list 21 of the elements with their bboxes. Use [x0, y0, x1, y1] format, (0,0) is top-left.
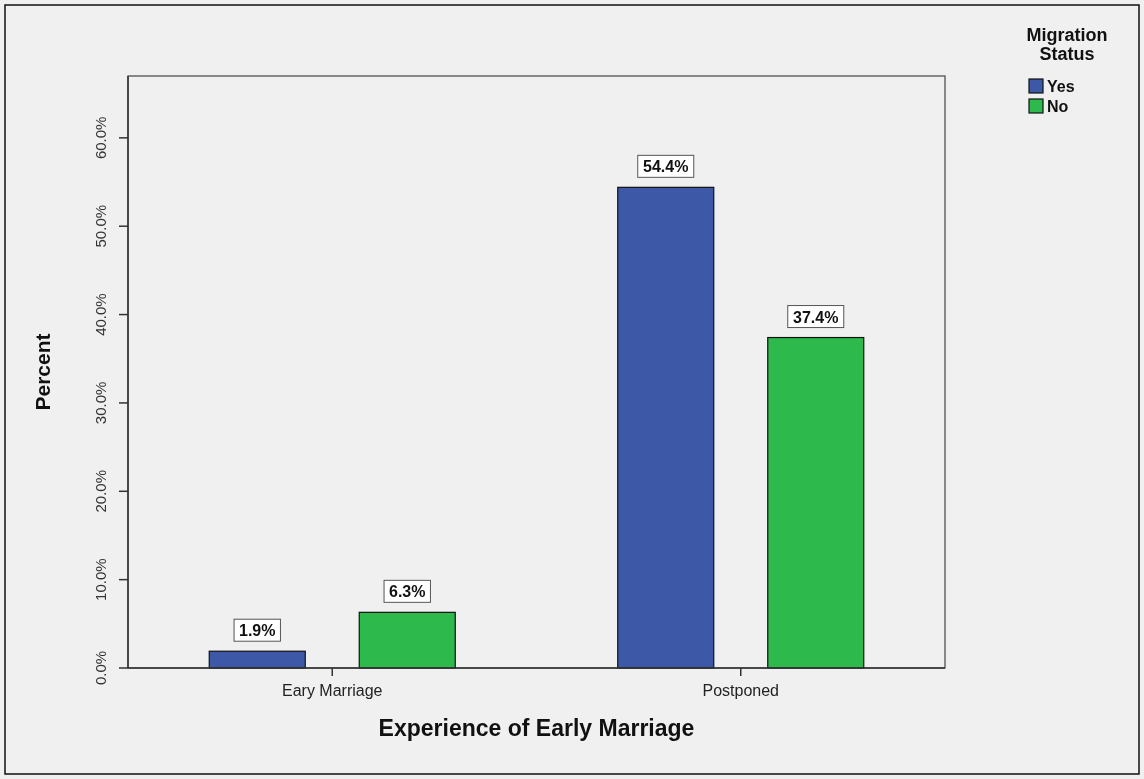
y-tick-label: 20.0%	[92, 470, 109, 513]
bar	[617, 186, 715, 669]
y-axis-title: Percent	[31, 333, 54, 411]
bar	[767, 336, 865, 669]
data-label: 6.3%	[389, 583, 426, 601]
x-tick-label: Eary Marriage	[282, 682, 383, 699]
y-tick-label: 10.0%	[92, 558, 109, 601]
data-label: 54.4%	[643, 158, 689, 176]
y-tick-label: 30.0%	[92, 381, 109, 425]
data-label: 1.9%	[239, 622, 276, 640]
y-tick-label: 0.0%	[92, 650, 109, 686]
legend-title: Migration Status	[1026, 25, 1108, 64]
legend-label: No	[1047, 98, 1069, 115]
x-tick-label: Postponed	[702, 682, 780, 699]
data-label: 37.4%	[793, 308, 839, 326]
x-axis-title: Experience of Early Marriage	[378, 715, 695, 741]
y-tick-label: 40.0%	[92, 293, 109, 336]
y-tick-label: 50.0%	[92, 204, 109, 248]
y-tick-label: 60.0%	[92, 116, 109, 160]
bar	[358, 611, 456, 669]
legend-label: Yes	[1047, 78, 1075, 95]
